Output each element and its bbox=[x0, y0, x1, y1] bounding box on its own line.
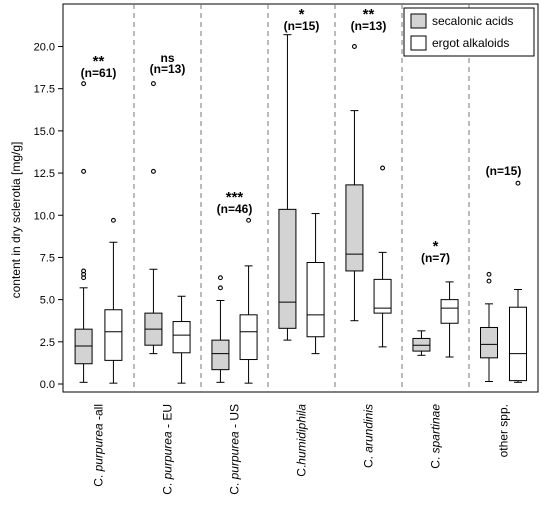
significance-label: * bbox=[299, 6, 305, 23]
outlier-point bbox=[81, 81, 87, 87]
sample-size-label: (n=46) bbox=[217, 202, 253, 216]
outlier-point bbox=[81, 168, 87, 174]
y-tick-label: 5.0 bbox=[40, 295, 55, 307]
box bbox=[345, 184, 364, 272]
category-label: C. purpurea -all bbox=[92, 404, 106, 487]
category-label: C. purpurea - EU bbox=[161, 404, 175, 495]
box-group: (n=15) other spp. bbox=[480, 164, 527, 457]
outlier-point bbox=[150, 168, 156, 174]
sample-size-label: (n=15) bbox=[284, 19, 320, 33]
box-group: **(n=13) C. arundinis bbox=[345, 6, 392, 468]
sample-size-label: (n=13) bbox=[150, 62, 186, 76]
category-label: C. spartinae bbox=[429, 404, 443, 469]
box bbox=[373, 278, 392, 314]
box bbox=[508, 306, 527, 382]
box bbox=[172, 321, 191, 354]
box-group: *(n=15) C.humidiphila bbox=[278, 6, 325, 477]
category-label: C. arundinis bbox=[362, 404, 376, 468]
outlier-point bbox=[380, 165, 386, 171]
y-tick-label: 12.5 bbox=[34, 168, 55, 180]
box-group: **(n=61) C. purpurea -all bbox=[74, 53, 123, 487]
box bbox=[306, 262, 325, 338]
sample-size-label: (n=7) bbox=[421, 251, 450, 265]
outlier-point bbox=[81, 268, 87, 274]
outlier-point bbox=[486, 271, 492, 277]
y-tick-label: 7.5 bbox=[40, 252, 55, 264]
box bbox=[211, 339, 230, 371]
outlier-point bbox=[486, 278, 492, 284]
outlier-point bbox=[217, 285, 223, 291]
outlier-point bbox=[150, 81, 156, 87]
significance-label: *** bbox=[226, 189, 244, 206]
sample-size-label: (n=15) bbox=[486, 164, 522, 178]
plot-frame bbox=[62, 3, 539, 393]
box bbox=[278, 208, 297, 329]
significance-label: ** bbox=[363, 6, 375, 23]
box-group: ns(n=13) C. purpurea - EU bbox=[144, 51, 191, 495]
legend-label: secalonic acids bbox=[432, 14, 513, 28]
outlier-point bbox=[351, 44, 357, 49]
box bbox=[440, 299, 459, 324]
legend-label: ergot alkaloids bbox=[432, 36, 509, 50]
y-tick-label: 0.0 bbox=[40, 379, 55, 391]
box bbox=[104, 309, 123, 361]
y-tick-label: 20.0 bbox=[34, 42, 55, 54]
box-group: ***(n=46) C. purpurea - US bbox=[211, 189, 258, 495]
y-tick-label: 17.5 bbox=[34, 84, 55, 96]
y-tick-label: 2.5 bbox=[40, 337, 55, 349]
significance-label: ** bbox=[93, 53, 105, 70]
category-label: other spp. bbox=[497, 404, 511, 457]
outlier-point bbox=[246, 217, 252, 223]
sample-size-label: (n=61) bbox=[81, 66, 117, 80]
outlier-point bbox=[515, 180, 521, 186]
legend: secalonic acids ergot alkaloids bbox=[403, 7, 535, 57]
significance-label: ns bbox=[160, 51, 174, 65]
y-tick-label: 15.0 bbox=[34, 126, 55, 138]
y-tick-label: 10.0 bbox=[34, 210, 55, 222]
category-label: C. purpurea - US bbox=[228, 404, 242, 495]
y-axis-label: content in dry sclerotia [mg/g] bbox=[9, 142, 23, 299]
significance-label: * bbox=[433, 238, 439, 255]
legend-swatch bbox=[410, 35, 427, 51]
outlier-point bbox=[110, 217, 116, 223]
box-group: *(n=7) C. spartinae bbox=[412, 238, 459, 469]
box bbox=[480, 326, 499, 359]
box bbox=[239, 314, 258, 361]
outlier-point bbox=[217, 275, 223, 281]
sample-size-label: (n=13) bbox=[351, 19, 387, 33]
category-label: C.humidiphila bbox=[295, 404, 309, 477]
legend-swatch bbox=[410, 13, 427, 29]
